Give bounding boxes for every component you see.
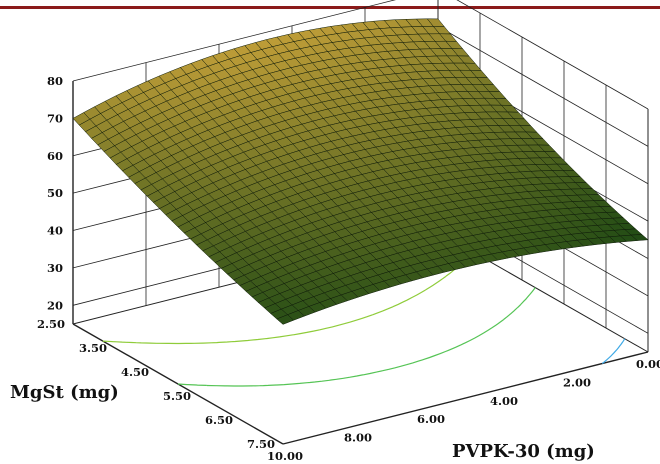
y-tick-label: 6.50 <box>205 413 233 427</box>
z-tick-label: 50 <box>47 186 63 200</box>
x-tick-label: 8.00 <box>344 431 372 445</box>
contour-line <box>177 287 536 387</box>
x-tick-label: 2.00 <box>563 375 591 389</box>
y-axis-title: MgSt (mg) <box>10 382 119 403</box>
top-rule <box>0 6 660 9</box>
y-tick-label: 2.50 <box>37 317 65 331</box>
floor-edge <box>282 351 649 445</box>
response-surface <box>72 18 649 325</box>
z-tick-label: 70 <box>47 111 63 125</box>
contour-line <box>601 338 626 364</box>
axis-ticks: 20 30 40 50 60 70 80 2.50 3.50 4.50 5.50 6.50 7.50 0.… <box>37 74 660 463</box>
x-tick-label: 6.00 <box>417 412 445 426</box>
x-tick-label: 0.00 <box>636 357 660 371</box>
z-tick-label: 30 <box>47 261 63 275</box>
z-tick-label: 40 <box>47 224 63 238</box>
x-axis-title: PVPK-30 (mg) <box>452 441 595 462</box>
z-tick-label: 80 <box>47 74 63 88</box>
y-tick-label: 4.50 <box>121 365 149 379</box>
x-tick-label: 4.00 <box>490 394 518 408</box>
z-tick-label: 60 <box>47 149 63 163</box>
y-tick-label: 3.50 <box>79 341 107 355</box>
side-wall-gridline <box>456 0 649 110</box>
side-wall-gridline <box>437 26 649 147</box>
back-wall-gridline <box>72 0 396 82</box>
surface-patch <box>630 234 649 241</box>
z-tick-label: 20 <box>47 298 63 312</box>
x-tick-label: 10.00 <box>267 449 303 463</box>
y-tick-label: 7.50 <box>247 437 275 451</box>
y-tick-label: 5.50 <box>163 389 191 403</box>
